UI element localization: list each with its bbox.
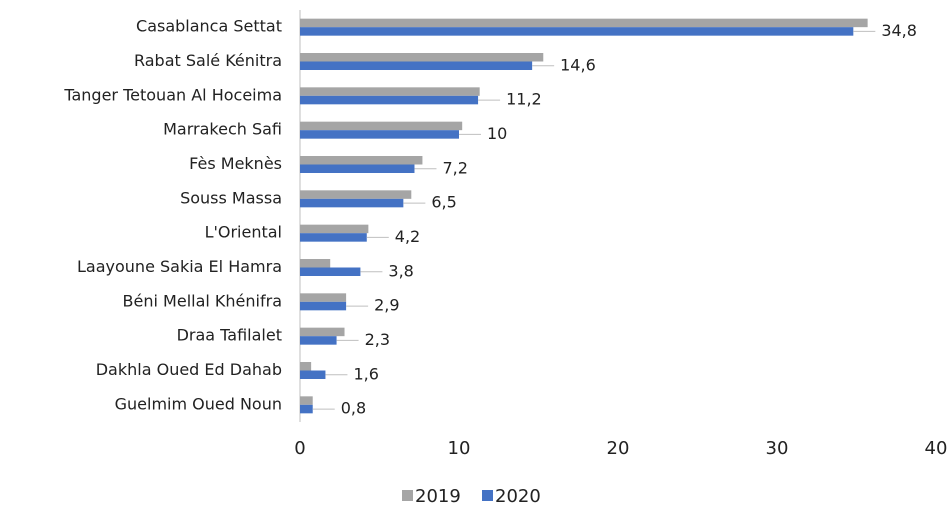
data-label: 11,2	[506, 90, 542, 109]
data-label: 1,6	[353, 364, 378, 383]
data-label: 7,2	[442, 158, 467, 177]
data-label: 14,6	[560, 55, 596, 74]
legend-swatch	[482, 490, 493, 501]
data-label: 3,8	[388, 261, 413, 280]
y-tick-label: Draa Tafilalet	[177, 326, 282, 345]
x-tick-label: 20	[607, 438, 630, 459]
bar	[300, 164, 415, 173]
legend-swatch	[402, 490, 413, 501]
bar	[300, 370, 326, 379]
x-tick-label: 40	[925, 438, 948, 459]
bar	[300, 53, 544, 62]
bar	[300, 404, 313, 414]
bar	[300, 198, 404, 208]
bar	[300, 327, 345, 337]
x-tick-label: 30	[766, 438, 789, 459]
y-tick-label: Rabat Salé Kénitra	[134, 51, 282, 70]
x-tick-label: 10	[448, 438, 471, 459]
data-label: 2,9	[374, 296, 399, 315]
y-tick-label: Marrakech Safi	[163, 120, 282, 139]
data-label: 6,5	[431, 193, 456, 212]
data-label: 4,2	[395, 227, 420, 246]
legend-label: 2020	[495, 486, 541, 507]
bar	[300, 156, 423, 165]
bar	[300, 121, 463, 131]
bar	[300, 130, 459, 139]
y-tick-label: Fès Meknès	[189, 154, 282, 173]
data-label: 2,3	[365, 330, 390, 349]
bar	[300, 224, 369, 234]
bar	[300, 362, 312, 371]
bar	[300, 259, 331, 268]
bar	[300, 27, 854, 36]
bar	[300, 293, 347, 302]
bar	[300, 61, 533, 70]
bar	[300, 233, 367, 242]
y-tick-label: Dakhla Oued Ed Dahab	[96, 360, 282, 379]
data-label: 34,8	[881, 21, 917, 40]
legend-label: 2019	[415, 486, 461, 507]
y-tick-label: Laayoune Sakia El Hamra	[77, 257, 282, 276]
bar	[300, 87, 480, 96]
x-tick-label: 0	[294, 438, 305, 459]
bar	[300, 95, 479, 105]
data-label: 0,8	[341, 399, 366, 418]
bar	[300, 267, 361, 276]
y-tick-label: Casablanca Settat	[136, 17, 282, 36]
y-tick-label: Souss Massa	[180, 188, 282, 207]
bar	[300, 396, 313, 405]
bar	[300, 336, 337, 345]
y-tick-label: Béni Mellal Khénifra	[123, 291, 282, 310]
y-tick-label: Tanger Tetouan Al Hoceima	[63, 85, 282, 104]
y-tick-label: L'Oriental	[205, 223, 282, 242]
bar	[300, 301, 347, 311]
bar	[300, 190, 412, 199]
bar	[300, 18, 868, 28]
data-label: 10	[487, 124, 507, 143]
y-tick-label: Guelmim Oued Noun	[115, 394, 282, 413]
